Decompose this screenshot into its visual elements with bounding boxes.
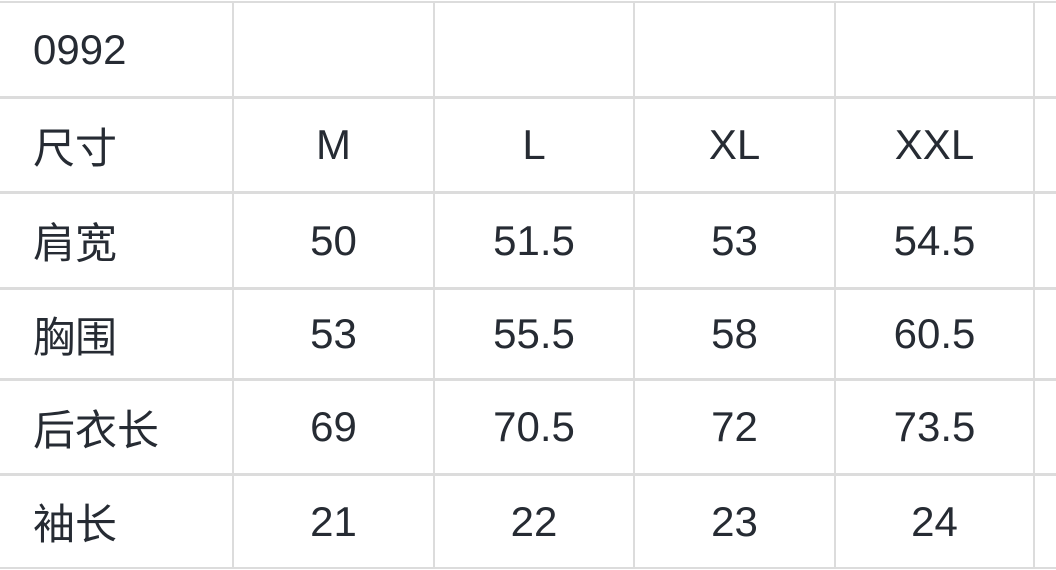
- measurement-value: 69: [234, 381, 433, 473]
- size-header-label: 尺寸: [0, 99, 232, 191]
- empty-cell-cropped: [1035, 381, 1056, 473]
- measurement-value: 60.5: [836, 290, 1033, 378]
- measurement-value: 51.5: [435, 194, 633, 287]
- empty-cell-cropped: [1035, 3, 1056, 96]
- size-header-m: M: [234, 99, 433, 191]
- measurement-value: 53: [234, 290, 433, 378]
- size-header-xl: XL: [635, 99, 834, 191]
- size-header-xxl: XXL: [836, 99, 1033, 191]
- measurement-value: 73.5: [836, 381, 1033, 473]
- measurement-label-chest: 胸围: [0, 290, 232, 378]
- empty-cell: [635, 3, 834, 96]
- measurement-label-back-length: 后衣长: [0, 381, 232, 473]
- measurement-value: 70.5: [435, 381, 633, 473]
- measurement-label-shoulder: 肩宽: [0, 194, 232, 287]
- empty-cell: [836, 3, 1033, 96]
- empty-cell-cropped: [1035, 290, 1056, 378]
- measurement-label-sleeve: 袖长: [0, 476, 232, 567]
- measurement-value: 53: [635, 194, 834, 287]
- measurement-value: 55.5: [435, 290, 633, 378]
- measurement-value: 58: [635, 290, 834, 378]
- product-code-cell: 0992: [0, 3, 232, 96]
- measurement-value: 23: [635, 476, 834, 567]
- empty-cell-cropped: [1035, 476, 1056, 567]
- measurement-value: 50: [234, 194, 433, 287]
- size-header-l: L: [435, 99, 633, 191]
- empty-cell-cropped: [1035, 194, 1056, 287]
- empty-cell: [234, 3, 433, 96]
- measurement-value: 72: [635, 381, 834, 473]
- empty-cell: [435, 3, 633, 96]
- empty-cell-cropped: [1035, 99, 1056, 191]
- measurement-value: 21: [234, 476, 433, 567]
- measurement-value: 22: [435, 476, 633, 567]
- measurement-value: 24: [836, 476, 1033, 567]
- measurement-value: 54.5: [836, 194, 1033, 287]
